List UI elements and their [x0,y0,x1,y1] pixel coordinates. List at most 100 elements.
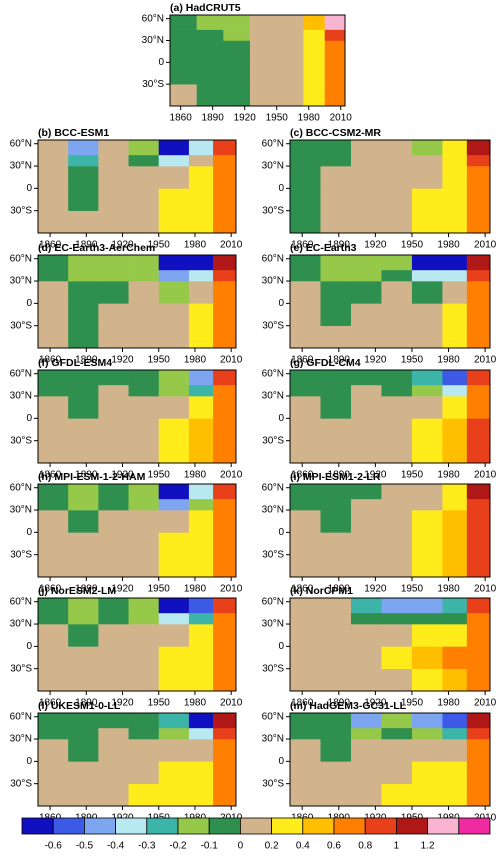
cell [68,498,99,511]
cell [290,598,321,614]
cell [411,325,443,349]
cell [188,154,214,167]
cell [411,303,443,326]
colorbar-label: -0.1 [201,841,219,852]
cell [170,84,197,107]
cell [128,646,160,669]
cell [442,532,468,555]
cell [290,783,321,807]
cell [158,727,190,740]
cell [188,325,214,349]
x-tick-label: 1920 [364,240,387,251]
cell [290,532,321,555]
cell [188,668,214,692]
cell [158,598,190,614]
cell [213,510,237,533]
cell [68,739,99,762]
colorbar-label: 1 [394,841,400,852]
cell [350,418,382,441]
cell [350,783,382,807]
cell [250,15,278,30]
colorbar-box [427,817,460,835]
cell [320,269,352,282]
cell [290,370,321,386]
cell [466,166,491,189]
cell [213,484,237,500]
x-tick-label: 2010 [474,698,497,709]
cell [381,624,413,647]
colorbar-box [21,817,54,835]
cell [381,140,413,156]
plot-frame [289,483,491,578]
x-tick-label: 1920 [364,584,387,595]
cell [250,84,278,107]
panel-title: (m) HadGEM3-GC31-LL [290,700,407,712]
cell [213,739,237,762]
cell [381,188,413,211]
cell [350,668,382,692]
cell [170,62,197,85]
cell [350,154,382,167]
y-tick-label: 30°S [142,79,164,90]
cell [38,668,69,692]
cell [128,612,160,625]
cell [381,646,413,669]
cell [466,713,491,729]
cell [290,484,321,500]
cell [68,269,99,282]
y-tick-label: 0 [278,183,284,194]
x-tick-label: 1890 [75,698,98,709]
cell [290,739,321,762]
cell [38,624,69,647]
cell [276,84,304,107]
cell [442,646,468,669]
cell [188,612,214,625]
colorbar-box [271,817,304,835]
x-tick-label: 1860 [39,584,62,595]
panel-title: (e) EC-Earth3 [290,242,357,254]
cell [158,739,190,762]
cell [128,598,160,614]
cell [411,210,443,234]
x-tick-label: 1920 [111,355,134,366]
cell [158,783,190,807]
colorbar-box [52,817,85,835]
x-tick-label: 2010 [474,584,497,595]
x-tick-label: 1980 [298,113,321,124]
cell [158,384,190,397]
cell [442,384,468,397]
colorbar-box [115,817,148,835]
cell [158,154,190,167]
cell [381,440,413,464]
cell [38,384,69,397]
x-tick-label: 1860 [291,355,314,366]
cell [213,325,237,349]
x-tick-label: 2010 [474,240,497,251]
cell [68,370,99,386]
cell [466,484,491,500]
cell [128,303,160,326]
colorbar-label: 0.2 [265,841,279,852]
cell [320,646,352,669]
cell [68,646,99,669]
cell [38,255,69,271]
cell [158,484,190,500]
colorbar-box [239,817,272,835]
cell [466,188,491,211]
cell [350,598,382,614]
cell [320,418,352,441]
x-tick-label: 1890 [328,584,351,595]
cell [38,510,69,533]
y-tick-label: 30°S [10,549,32,560]
cell [38,370,69,386]
x-tick-label: 1920 [364,698,387,709]
cell [290,325,321,349]
cell [466,510,491,533]
cell [381,510,413,533]
cell [381,418,413,441]
x-tick-label: 1980 [437,355,460,366]
cell [350,384,382,397]
cell [128,188,160,211]
cell [411,498,443,511]
cell [442,668,468,692]
